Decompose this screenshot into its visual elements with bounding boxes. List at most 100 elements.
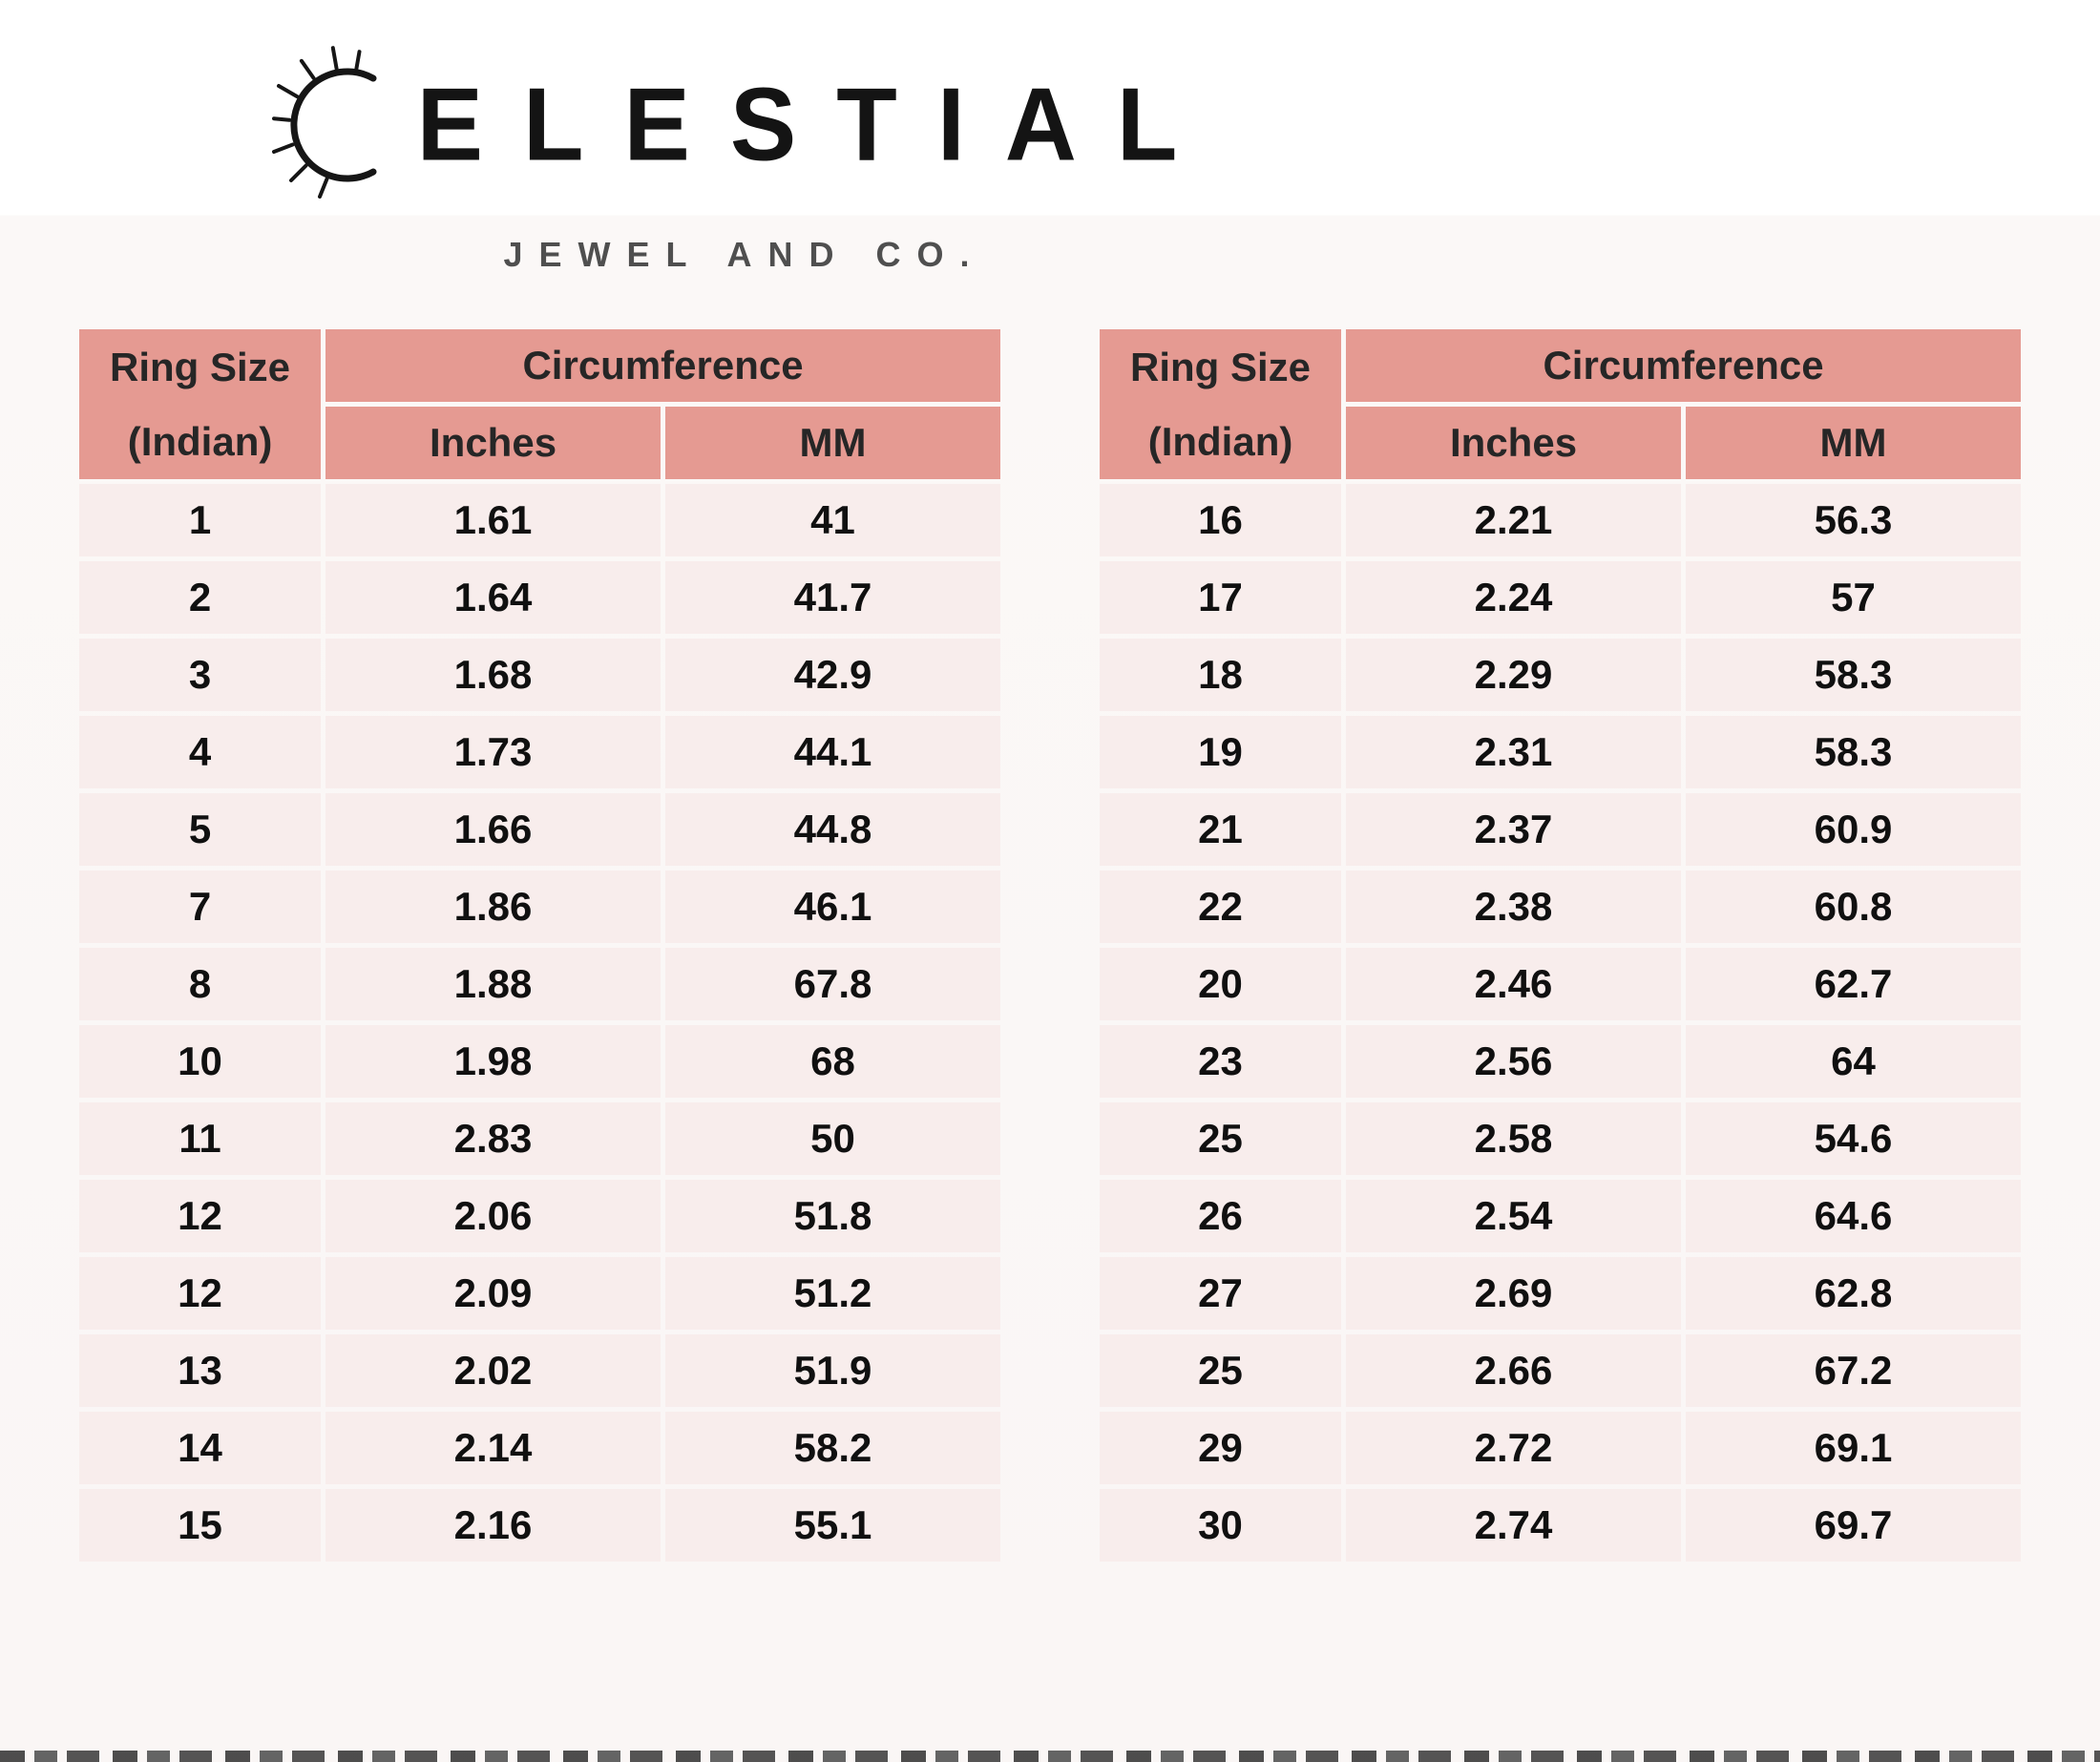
circumference-header: Circumference <box>1346 329 2021 402</box>
table-cell: 29 <box>1100 1412 1342 1484</box>
table-cell: 2.14 <box>326 1412 662 1484</box>
table-row: 7 1.86 46.1 <box>79 871 1000 943</box>
table-cell: 2.21 <box>1346 484 1682 556</box>
brand-header: ELESTIAL JEWEL AND CO. <box>239 44 1250 275</box>
table-cell: 25 <box>1100 1334 1342 1407</box>
table-row: 27 2.69 62.8 <box>1100 1257 2021 1330</box>
table-row: 13 2.02 51.9 <box>79 1334 1000 1407</box>
table-cell: 41 <box>665 484 1000 556</box>
table-cell: 56.3 <box>1686 484 2021 556</box>
table-row: 15 2.16 55.1 <box>79 1489 1000 1562</box>
table-cell: 68 <box>665 1025 1000 1098</box>
table-cell: 16 <box>1100 484 1342 556</box>
table-cell: 44.1 <box>665 716 1000 788</box>
table-cell: 26 <box>1100 1180 1342 1252</box>
brand-logo: ELESTIAL <box>271 44 1218 206</box>
table-cell: 58.2 <box>665 1412 1000 1484</box>
table-cell: 8 <box>79 948 322 1020</box>
table-cell: 51.8 <box>665 1180 1000 1252</box>
table-cell: 60.8 <box>1686 871 2021 943</box>
table-row: 23 2.56 64 <box>1100 1025 2021 1098</box>
table-cell: 2.58 <box>1346 1102 1682 1175</box>
brand-tagline: JEWEL AND CO. <box>503 235 986 274</box>
table-cell: 2.37 <box>1346 793 1682 866</box>
table-cell: 2.46 <box>1346 948 1682 1020</box>
ring-size-header-line2: (Indian) <box>127 418 273 464</box>
table-row: 1 1.61 41 <box>79 484 1000 556</box>
table-cell: 67.2 <box>1686 1334 2021 1407</box>
table-cell: 10 <box>79 1025 322 1098</box>
table-row: 21 2.37 60.9 <box>1100 793 2021 866</box>
table-cell: 64.6 <box>1686 1180 2021 1252</box>
table-cell: 25 <box>1100 1102 1342 1175</box>
table-row: 3 1.68 42.9 <box>79 639 1000 711</box>
table-cell: 62.8 <box>1686 1257 2021 1330</box>
table-cell: 51.9 <box>665 1334 1000 1407</box>
inches-header: Inches <box>1346 407 1682 479</box>
table-cell: 2.31 <box>1346 716 1682 788</box>
table-row: 19 2.31 58.3 <box>1100 716 2021 788</box>
table-row: 22 2.38 60.8 <box>1100 871 2021 943</box>
table-cell: 2.69 <box>1346 1257 1682 1330</box>
table-row: 20 2.46 62.7 <box>1100 948 2021 1020</box>
table-cell: 69.1 <box>1686 1412 2021 1484</box>
table-cell: 2.09 <box>326 1257 662 1330</box>
size-table-left-body: 1 1.61 41 2 1.64 41.7 3 1.68 42.9 4 1.73 44.1 5 1.66 4… <box>79 484 1000 1562</box>
table-cell: 2.16 <box>326 1489 662 1562</box>
table-cell: 2.72 <box>1346 1412 1682 1484</box>
mm-header: MM <box>665 407 1000 479</box>
table-cell: 57 <box>1686 561 2021 634</box>
size-tables: Ring Size (Indian) Circumference Inches … <box>0 325 2100 1566</box>
table-cell: 18 <box>1100 639 1342 711</box>
circumference-header: Circumference <box>326 329 1000 402</box>
table-cell: 2.02 <box>326 1334 662 1407</box>
cut-off-bottom-row <box>0 1751 2100 1762</box>
table-row: 2 1.64 41.7 <box>79 561 1000 634</box>
table-row: 16 2.21 56.3 <box>1100 484 2021 556</box>
ring-size-header-line2: (Indian) <box>1147 418 1293 464</box>
table-cell: 27 <box>1100 1257 1342 1330</box>
table-row: 12 2.06 51.8 <box>79 1180 1000 1252</box>
table-cell: 3 <box>79 639 322 711</box>
mm-header: MM <box>1686 407 2021 479</box>
table-cell: 51.2 <box>665 1257 1000 1330</box>
table-cell: 60.9 <box>1686 793 2021 866</box>
table-row: 12 2.09 51.2 <box>79 1257 1000 1330</box>
table-cell: 19 <box>1100 716 1342 788</box>
table-cell: 54.6 <box>1686 1102 2021 1175</box>
ring-size-header: Ring Size (Indian) <box>79 329 322 479</box>
table-row: 5 1.66 44.8 <box>79 793 1000 866</box>
table-row: 8 1.88 67.8 <box>79 948 1000 1020</box>
table-cell: 20 <box>1100 948 1342 1020</box>
table-cell: 2.38 <box>1346 871 1682 943</box>
table-cell: 1.86 <box>326 871 662 943</box>
table-cell: 22 <box>1100 871 1342 943</box>
size-table-right-body: 16 2.21 56.3 17 2.24 57 18 2.29 58.3 19 2.31 58.3 21… <box>1100 484 2021 1562</box>
table-cell: 30 <box>1100 1489 1342 1562</box>
sun-crescent-icon <box>271 46 377 199</box>
table-cell: 2.54 <box>1346 1180 1682 1252</box>
table-cell: 2.74 <box>1346 1489 1682 1562</box>
table-row: 10 1.98 68 <box>79 1025 1000 1098</box>
table-cell: 58.3 <box>1686 639 2021 711</box>
ring-size-header-line1: Ring Size <box>110 344 291 389</box>
size-table-left: Ring Size (Indian) Circumference Inches … <box>74 325 1005 1566</box>
ring-size-header-line1: Ring Size <box>1130 344 1312 389</box>
table-cell: 55.1 <box>665 1489 1000 1562</box>
table-cell: 50 <box>665 1102 1000 1175</box>
table-cell: 1.98 <box>326 1025 662 1098</box>
table-row: 26 2.54 64.6 <box>1100 1180 2021 1252</box>
brand-name: ELESTIAL <box>416 67 1218 183</box>
table-cell: 23 <box>1100 1025 1342 1098</box>
table-cell: 1.68 <box>326 639 662 711</box>
table-cell: 2.24 <box>1346 561 1682 634</box>
table-cell: 1.61 <box>326 484 662 556</box>
table-cell: 2.56 <box>1346 1025 1682 1098</box>
table-cell: 14 <box>79 1412 322 1484</box>
table-row: 25 2.66 67.2 <box>1100 1334 2021 1407</box>
table-row: 25 2.58 54.6 <box>1100 1102 2021 1175</box>
table-row: 11 2.83 50 <box>79 1102 1000 1175</box>
table-cell: 2.66 <box>1346 1334 1682 1407</box>
table-cell: 1.64 <box>326 561 662 634</box>
table-cell: 5 <box>79 793 322 866</box>
